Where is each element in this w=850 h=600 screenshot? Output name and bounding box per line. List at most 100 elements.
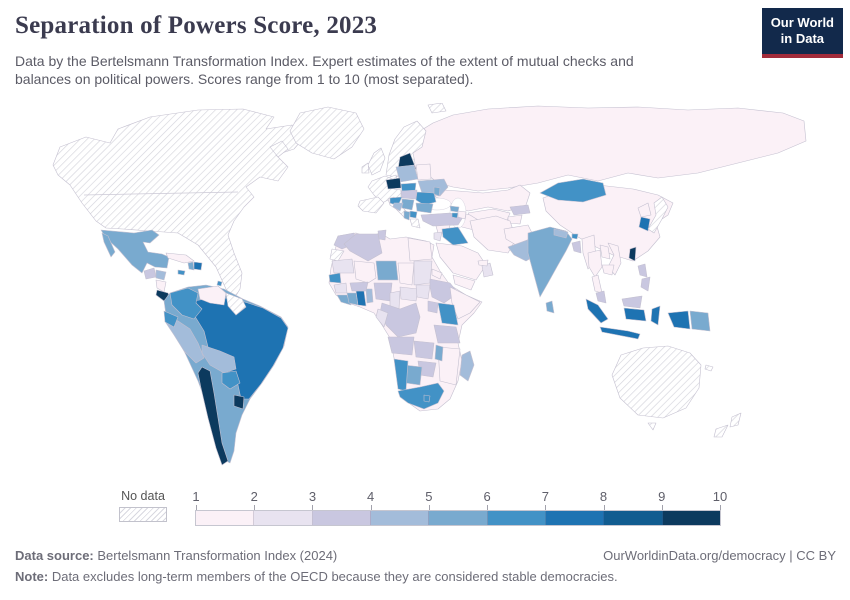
country-guatemala[interactable] [143, 267, 157, 280]
country-spain[interactable] [357, 196, 385, 214]
country-angola[interactable] [387, 336, 415, 356]
country-united-states[interactable] [52, 108, 307, 300]
country-south-sudan[interactable] [415, 284, 431, 300]
country-central-african-republic[interactable] [399, 286, 419, 302]
country-belarus[interactable] [415, 163, 432, 181]
country-cambodia[interactable] [601, 264, 615, 276]
country-ireland[interactable] [361, 162, 370, 174]
country-lesotho[interactable] [423, 394, 431, 403]
country-somalia[interactable] [449, 286, 481, 320]
country-trinidad-and-tobago[interactable] [216, 280, 223, 287]
country-niger[interactable] [375, 260, 399, 281]
legend-cell[interactable] [604, 511, 663, 525]
country-greenland[interactable] [289, 106, 365, 160]
country-paraguay[interactable] [221, 370, 241, 390]
legend-cell[interactable] [429, 511, 488, 525]
country-honduras[interactable] [155, 269, 167, 281]
country-colombia[interactable] [169, 287, 203, 320]
country-senegal[interactable] [328, 272, 342, 284]
country-jamaica[interactable] [177, 269, 186, 276]
country-bolivia[interactable] [201, 344, 237, 374]
legend-cell[interactable] [196, 511, 255, 525]
country-taiwan[interactable] [628, 246, 637, 262]
legend-cell[interactable] [254, 511, 313, 525]
country-south-korea[interactable] [638, 216, 651, 232]
country-ecuador[interactable] [163, 310, 179, 328]
country-north-macedonia[interactable] [409, 210, 418, 219]
country-mauritania[interactable] [331, 258, 355, 274]
country-norway[interactable] [427, 103, 447, 114]
country-indonesia[interactable] [585, 298, 609, 324]
country-jordan[interactable] [433, 231, 443, 242]
country-china[interactable] [542, 184, 674, 262]
country-sudan[interactable] [413, 260, 433, 286]
country-hungary[interactable] [400, 189, 418, 200]
country-kenya[interactable] [437, 302, 459, 326]
legend-cell[interactable] [312, 511, 371, 525]
country-eritrea[interactable] [431, 268, 443, 280]
country-saudi-arabia[interactable] [435, 242, 487, 281]
country-kyrgyzstan[interactable] [509, 204, 531, 216]
country-bhutan[interactable] [571, 233, 579, 240]
country-thailand[interactable] [591, 274, 603, 294]
country-mali[interactable] [353, 260, 377, 284]
legend-cell[interactable] [545, 511, 605, 525]
country-indonesia[interactable] [667, 310, 691, 330]
country-armenia[interactable] [451, 212, 459, 219]
country-mexico[interactable] [101, 232, 116, 258]
country-united-kingdom[interactable] [367, 147, 386, 176]
legend-cell[interactable] [487, 511, 546, 525]
country-peru[interactable] [165, 314, 205, 364]
country-guyana[interactable] [225, 292, 247, 316]
country-guinea[interactable] [333, 282, 348, 294]
country-venezuela[interactable] [197, 285, 227, 306]
legend-no-data-swatch[interactable] [119, 507, 167, 522]
country-philippines[interactable] [637, 263, 648, 278]
country-thailand[interactable] [587, 249, 603, 278]
country-serbia[interactable] [401, 198, 415, 211]
country-albania[interactable] [403, 210, 411, 221]
country-nigeria[interactable] [373, 282, 393, 302]
country-uruguay[interactable] [233, 394, 245, 410]
footer-link[interactable]: OurWorldinData.org/democracy | CC BY [603, 548, 836, 563]
country-philippines[interactable] [640, 276, 651, 292]
country-australia[interactable] [647, 422, 657, 431]
country-congo[interactable] [375, 308, 389, 328]
country-indonesia[interactable] [650, 305, 661, 326]
country-bangladesh[interactable] [571, 240, 582, 254]
country-yemen[interactable] [452, 274, 476, 291]
country-dominican-republic[interactable] [193, 261, 203, 271]
country-new-caledonia[interactable] [704, 364, 714, 372]
country-romania[interactable] [415, 191, 437, 206]
legend-cell[interactable] [370, 511, 430, 525]
legend-cell[interactable] [662, 511, 720, 525]
country-malaysia[interactable] [595, 290, 607, 304]
country-india[interactable] [527, 226, 573, 298]
country-chile[interactable] [197, 366, 229, 466]
country-laos[interactable] [599, 244, 611, 260]
country-azerbaijan[interactable] [457, 210, 467, 220]
country-chad[interactable] [397, 262, 415, 286]
country-japan[interactable] [647, 196, 669, 234]
country-new-zealand[interactable] [713, 412, 742, 438]
country-indonesia[interactable] [623, 307, 647, 322]
country-moldova[interactable] [433, 186, 441, 197]
country-bosnia-and-herzegovina[interactable] [392, 202, 404, 212]
country-australia[interactable] [611, 345, 702, 419]
country-benin[interactable] [365, 288, 374, 304]
country-mongolia[interactable] [539, 178, 607, 203]
country-algeria[interactable] [343, 233, 383, 262]
country-greece[interactable] [409, 218, 421, 229]
country-zambia[interactable] [413, 340, 435, 360]
country-north-korea[interactable] [637, 202, 652, 218]
country-papua-new-guinea[interactable] [689, 310, 711, 332]
country-georgia[interactable] [449, 205, 460, 213]
country-namibia[interactable] [393, 358, 409, 392]
country-russia[interactable] [407, 105, 807, 192]
country-ukraine[interactable] [417, 178, 449, 197]
country-czechia[interactable] [385, 177, 402, 190]
country-egypt[interactable] [407, 237, 433, 262]
country-liberia[interactable] [336, 294, 352, 306]
country-tunisia[interactable] [377, 229, 387, 241]
country-brazil[interactable] [189, 296, 289, 400]
